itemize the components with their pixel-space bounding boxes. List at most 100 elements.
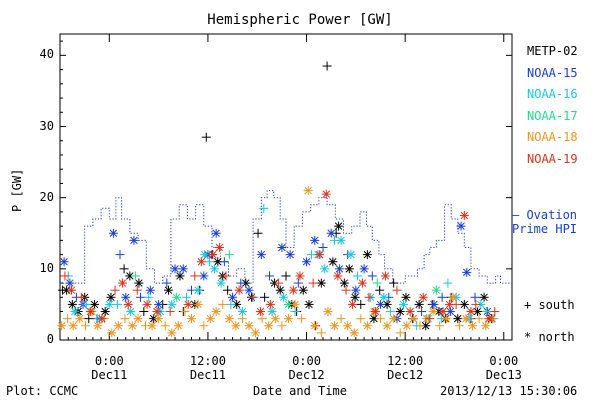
north-point [303,186,313,196]
axis-ticks [59,34,513,341]
x-tick-label-time: 0:00 [489,354,519,368]
north-point [285,250,295,260]
north-point [175,271,185,281]
north-point [315,250,325,260]
south-point [364,292,374,302]
north-point [382,299,392,309]
south-point [470,292,480,302]
scatter-points [57,61,500,338]
footer-timestamp: 2013/12/13 15:30:06 [440,384,578,398]
north-point [401,292,411,302]
south-point [490,307,500,317]
north-point [264,321,274,331]
south-point [113,299,123,309]
south-point [221,271,231,281]
north-point [295,271,305,281]
north-point [402,321,412,331]
north-point [302,257,312,267]
north-point [348,299,358,309]
south-point [415,321,425,331]
y-tick-label: 10 [39,260,54,275]
ovation-legend-line1: — Ovation [512,208,578,222]
north-point [133,314,143,324]
north-point [65,278,75,288]
north-point [127,321,137,331]
chart-title: Hemispheric Power [GW] [207,12,393,28]
north-point [418,292,428,302]
south-point [293,278,303,288]
north-point [67,299,77,309]
north-point [288,285,298,295]
south-point [392,285,402,295]
north-point [349,328,359,338]
marker-legend-north: * north [524,330,575,344]
south-point [237,314,247,324]
north-point [126,307,136,317]
north-point [371,307,381,317]
north-point [461,314,471,324]
north-point [173,321,183,331]
south-point [144,292,154,302]
north-point [125,271,135,281]
north-point [459,210,469,220]
y-tick-label: 30 [39,118,54,133]
x-tick-label-date: Dec11 [91,368,128,382]
south-point [375,285,385,295]
north-point [100,307,110,317]
north-point [265,299,275,309]
north-point [172,292,182,302]
south-point [120,314,130,324]
south-point [190,271,200,281]
north-point [154,314,164,324]
x-tick-label-date: Dec12 [288,368,325,382]
south-point [482,307,492,317]
north-point [113,321,123,331]
south-point [376,314,386,324]
north-point [67,285,77,295]
north-point [167,299,177,309]
x-tick-label-time: 12:00 [189,354,226,368]
north-point [68,321,78,331]
north-point [429,299,439,309]
south-point [132,285,142,295]
south-point [257,314,267,324]
south-point [81,299,91,309]
north-point [476,299,486,309]
north-point [70,307,80,317]
legend-entry-noaa-17: NOAA-17 [527,108,578,123]
north-point [333,271,343,281]
north-point [199,271,209,281]
north-point [326,228,336,238]
south-point [160,321,170,331]
north-point [395,307,405,317]
south-point [265,271,275,281]
south-point [115,250,125,260]
south-point [165,307,175,317]
south-point [474,314,484,324]
south-point [395,328,405,338]
ovation-hpi-line [60,190,512,284]
x-tick-label-time: 0:00 [292,354,321,368]
north-point [290,299,300,309]
south-point [322,61,332,71]
south-point [417,307,427,317]
south-point [336,314,346,324]
south-point [372,278,382,288]
north-point [448,292,458,302]
north-point [428,307,438,317]
north-point [163,285,173,295]
north-point [256,307,266,317]
north-point [468,321,478,331]
legend-entry-noaa-18: NOAA-18 [527,130,578,144]
north-point [210,264,220,274]
legend-entry-noaa-16: NOAA-16 [527,87,578,101]
y-tick-label: 0 [46,332,54,346]
north-point [484,314,494,324]
north-point [481,321,491,331]
north-point [334,221,344,231]
north-point [479,292,489,302]
south-point [385,307,395,317]
south-point [281,271,291,281]
south-point [389,278,399,288]
